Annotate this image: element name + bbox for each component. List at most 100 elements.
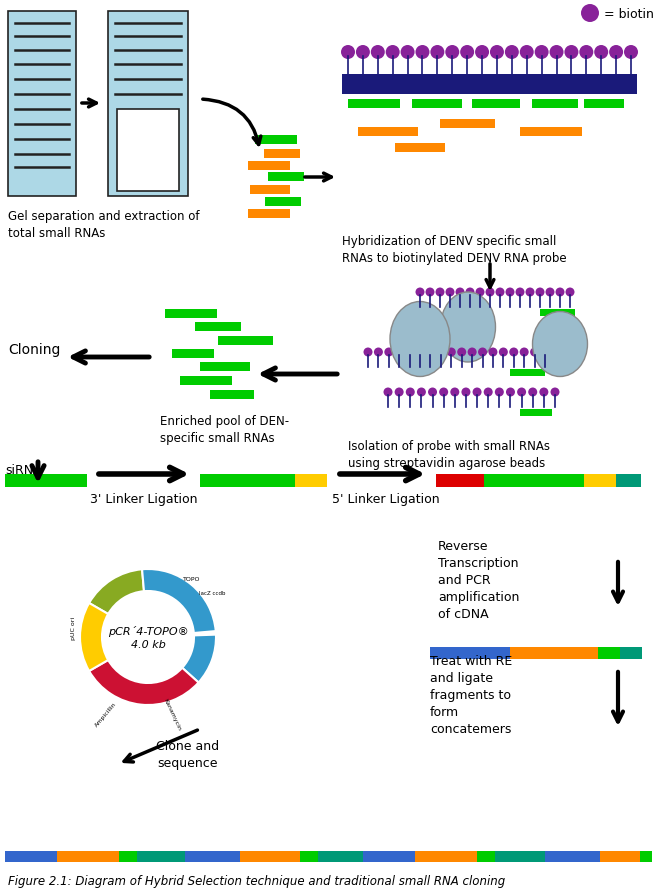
Circle shape <box>415 288 424 297</box>
Bar <box>412 100 462 109</box>
Circle shape <box>506 388 515 397</box>
Bar <box>348 100 400 109</box>
Circle shape <box>505 46 519 60</box>
Bar <box>248 210 290 219</box>
Circle shape <box>426 288 434 297</box>
Circle shape <box>405 348 414 357</box>
Text: lacZ ccdb: lacZ ccdb <box>198 590 225 595</box>
Circle shape <box>430 46 444 60</box>
Circle shape <box>490 46 504 60</box>
Text: Clone and
sequence: Clone and sequence <box>157 739 219 769</box>
Text: Gel separation and extraction of
total small RNAs: Gel separation and extraction of total s… <box>8 210 200 240</box>
Circle shape <box>540 348 550 357</box>
Bar <box>255 136 297 145</box>
Wedge shape <box>89 569 144 614</box>
Bar <box>440 120 495 129</box>
Circle shape <box>594 46 608 60</box>
Bar <box>119 851 137 862</box>
Circle shape <box>445 46 459 60</box>
Wedge shape <box>80 603 108 671</box>
Bar <box>172 350 214 358</box>
Bar <box>108 12 188 197</box>
Bar <box>520 128 582 137</box>
Bar <box>137 851 185 862</box>
Circle shape <box>364 348 373 357</box>
Bar <box>532 100 578 109</box>
Circle shape <box>415 348 424 357</box>
Circle shape <box>624 46 638 60</box>
Bar <box>265 198 301 207</box>
Circle shape <box>495 288 504 297</box>
Text: pCR´4-TOPO®
4.0 kb: pCR´4-TOPO® 4.0 kb <box>107 625 189 649</box>
Bar <box>210 391 254 400</box>
Circle shape <box>426 348 435 357</box>
Circle shape <box>517 388 526 397</box>
Circle shape <box>476 288 485 297</box>
Text: Hybridization of DENV specific small
RNAs to biotinylated DENV RNA probe: Hybridization of DENV specific small RNA… <box>342 235 567 265</box>
Bar <box>600 851 640 862</box>
Circle shape <box>515 288 525 297</box>
Bar <box>584 100 624 109</box>
Bar <box>195 323 241 332</box>
Circle shape <box>550 388 559 397</box>
Circle shape <box>461 388 470 397</box>
Circle shape <box>445 288 455 297</box>
Bar <box>430 647 510 659</box>
Circle shape <box>485 288 495 297</box>
Bar <box>640 851 652 862</box>
Text: Isolation of probe with small RNAs
using streptavidin agarose beads: Isolation of probe with small RNAs using… <box>348 440 550 469</box>
Text: TOPO: TOPO <box>183 577 200 581</box>
Circle shape <box>534 46 549 60</box>
Circle shape <box>450 388 459 397</box>
Circle shape <box>439 388 448 397</box>
Circle shape <box>384 348 393 357</box>
Circle shape <box>455 288 464 297</box>
Bar <box>5 475 87 487</box>
Circle shape <box>341 46 355 60</box>
Circle shape <box>405 388 415 397</box>
Circle shape <box>374 348 383 357</box>
Wedge shape <box>142 569 215 633</box>
Text: Treat with RE
and ligate
fragments to
form
concatemers: Treat with RE and ligate fragments to fo… <box>430 654 512 735</box>
Circle shape <box>489 348 497 357</box>
Bar <box>248 162 290 171</box>
Circle shape <box>525 288 534 297</box>
Wedge shape <box>182 635 216 683</box>
Circle shape <box>499 348 508 357</box>
Text: Cloning: Cloning <box>8 342 60 357</box>
Bar <box>395 144 445 153</box>
Text: Ampicillin: Ampicillin <box>94 700 118 727</box>
Circle shape <box>536 288 544 297</box>
Bar <box>5 851 57 862</box>
Circle shape <box>579 46 593 60</box>
Bar <box>510 647 598 659</box>
Bar <box>165 309 217 318</box>
Bar <box>250 186 290 195</box>
Circle shape <box>466 288 474 297</box>
Bar <box>495 851 545 862</box>
Circle shape <box>609 46 623 60</box>
Circle shape <box>436 288 445 297</box>
Circle shape <box>546 288 555 297</box>
Wedge shape <box>89 661 198 705</box>
Circle shape <box>415 46 430 60</box>
Circle shape <box>495 388 504 397</box>
Text: Figure 2.1: Diagram of Hybrid Selection technique and traditional small RNA clon: Figure 2.1: Diagram of Hybrid Selection … <box>8 874 505 887</box>
Text: Enriched pool of DEN-
specific small RNAs: Enriched pool of DEN- specific small RNA… <box>160 415 289 444</box>
Bar <box>342 75 637 95</box>
Bar <box>598 647 620 659</box>
Bar <box>318 851 363 862</box>
Bar <box>620 647 642 659</box>
Bar <box>268 173 304 181</box>
Circle shape <box>565 46 578 60</box>
Bar <box>264 150 300 159</box>
Ellipse shape <box>390 302 450 377</box>
Circle shape <box>394 388 403 397</box>
Text: = biotin: = biotin <box>604 7 654 21</box>
Bar <box>218 337 273 346</box>
Circle shape <box>550 46 563 60</box>
Circle shape <box>565 288 574 297</box>
Circle shape <box>447 348 456 357</box>
Bar <box>472 100 520 109</box>
Bar <box>540 309 575 316</box>
